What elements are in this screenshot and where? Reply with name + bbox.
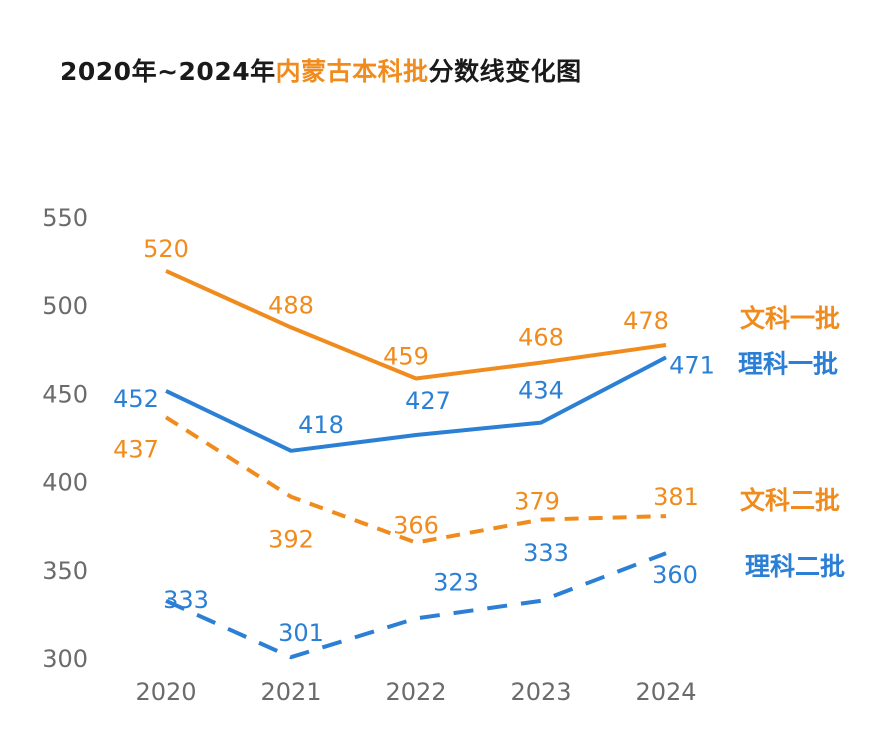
data-label: 459 <box>383 343 429 371</box>
x-tick-label: 2021 <box>260 678 321 706</box>
title-prefix: 2020年~2024年 <box>60 57 276 86</box>
data-label: 379 <box>514 488 560 516</box>
data-label: 520 <box>143 235 189 263</box>
x-tick-label: 2022 <box>385 678 446 706</box>
x-tick-label: 2023 <box>510 678 571 706</box>
data-label: 434 <box>518 377 564 405</box>
x-tick-label: 2020 <box>135 678 196 706</box>
series-line <box>165 355 667 453</box>
chart-title: 2020年~2024年内蒙古本科批分数线变化图 <box>60 52 582 88</box>
series-line <box>165 269 667 381</box>
data-label: 427 <box>405 387 451 415</box>
data-label: 392 <box>268 526 314 554</box>
data-label: 360 <box>652 561 698 589</box>
data-label: 333 <box>523 539 569 567</box>
y-tick-label: 400 <box>42 469 88 497</box>
series-label: 文科一批 <box>740 304 840 333</box>
data-label: 478 <box>623 307 669 335</box>
data-label: 488 <box>268 291 314 319</box>
data-label: 381 <box>653 483 699 511</box>
y-tick-label: 500 <box>42 292 88 320</box>
data-label: 301 <box>278 619 324 647</box>
y-tick-label: 550 <box>42 204 88 232</box>
data-label: 468 <box>518 324 564 352</box>
x-tick-label: 2024 <box>635 678 696 706</box>
title-highlight: 内蒙古本科批 <box>275 57 429 86</box>
series-label: 理科二批 <box>745 552 845 581</box>
data-label: 452 <box>113 385 159 413</box>
data-label: 471 <box>669 351 715 379</box>
y-tick-label: 300 <box>42 645 88 673</box>
data-label: 437 <box>113 435 159 463</box>
series-label: 理科一批 <box>738 349 838 378</box>
title-suffix: 分数线变化图 <box>428 57 582 86</box>
data-label: 333 <box>163 586 209 614</box>
series-line <box>165 551 667 660</box>
data-label: 366 <box>393 512 439 540</box>
y-tick-label: 450 <box>42 380 88 408</box>
y-tick-label: 350 <box>42 557 88 585</box>
series-label: 文科二批 <box>740 486 840 515</box>
series-line <box>164 415 667 545</box>
data-label: 418 <box>298 411 344 439</box>
data-label: 323 <box>433 568 479 596</box>
